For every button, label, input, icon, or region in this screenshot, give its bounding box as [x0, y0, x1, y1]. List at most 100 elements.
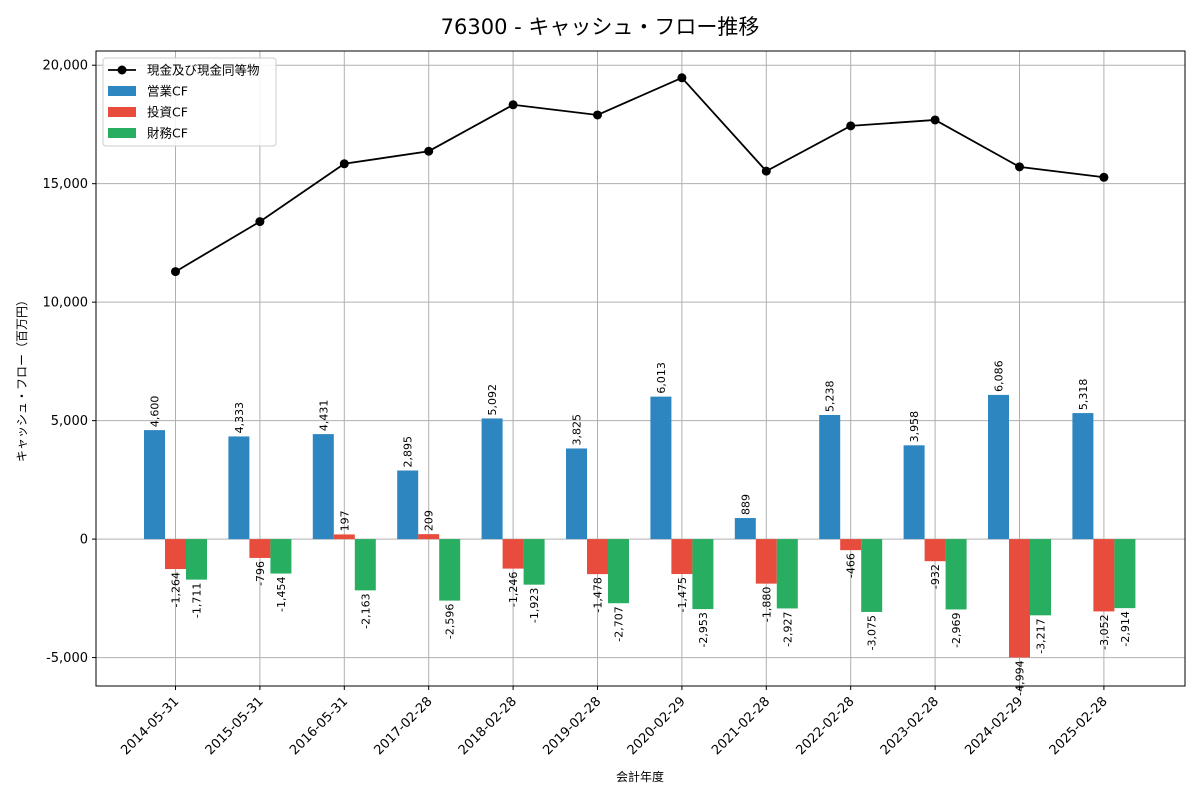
y-tick-label: 20,000 — [43, 59, 89, 74]
x-tick-label: 2017-02-28 — [371, 694, 435, 758]
bar — [249, 539, 271, 558]
bar — [734, 518, 756, 540]
bar-value-label: -3,075 — [866, 615, 879, 650]
y-tick-label: 0 — [80, 533, 88, 548]
bar — [165, 539, 186, 570]
bar — [903, 445, 925, 540]
x-tick-label: 2019-02-28 — [540, 694, 604, 758]
bar — [1072, 413, 1094, 540]
legend-box — [102, 57, 277, 147]
bar — [587, 539, 608, 575]
bar-value-label: -1,478 — [592, 577, 605, 612]
bar-value-label: -1,923 — [528, 588, 541, 623]
x-axis-label: 会計年度 — [616, 769, 664, 784]
bar-value-label: -466 — [845, 553, 858, 578]
bar — [186, 539, 207, 580]
bar — [1009, 539, 1030, 658]
bar-value-label: -2,914 — [1119, 611, 1132, 646]
cash-line-point — [171, 267, 180, 277]
bar — [840, 539, 862, 551]
bar — [144, 430, 165, 540]
y-tick-label: 5,000 — [51, 414, 88, 429]
x-tick-label: 2021-02-28 — [709, 694, 773, 758]
legend-label: 投資CF — [147, 105, 188, 120]
bar-value-label: 4,600 — [149, 396, 162, 428]
bar-value-label: 889 — [739, 494, 752, 515]
bar — [988, 394, 1009, 540]
bar-value-label: 5,238 — [824, 380, 837, 412]
bar — [1030, 539, 1051, 616]
x-tick-label: 2024-02-29 — [962, 694, 1026, 758]
x-tick-label: 2022-02-28 — [793, 694, 857, 758]
line-layer — [171, 73, 1109, 277]
bar — [333, 534, 355, 540]
x-tick-label: 2018-02-28 — [456, 694, 520, 758]
bar-value-label: -2,953 — [697, 612, 710, 647]
x-tick-label: 2015-05-31 — [203, 694, 267, 758]
cash-line-point — [1099, 172, 1109, 182]
bar — [671, 539, 693, 575]
cash-line-point — [424, 146, 434, 156]
cash-line-point — [339, 159, 349, 169]
legend-marker — [117, 65, 127, 75]
bar — [945, 539, 967, 610]
cash-line-point — [761, 166, 771, 176]
bar — [608, 539, 629, 604]
bar-value-label: 3,958 — [908, 411, 921, 443]
cash-line-point — [508, 100, 518, 110]
plot-frame — [95, 50, 1186, 687]
cash-line-point — [677, 73, 687, 83]
bar-labels-layer: 4,600 4,333 4,431 2,895 5,092 3,825 6,013 889 5,… — [149, 360, 1132, 695]
bar-value-label: -2,596 — [444, 604, 457, 639]
legend-label: 営業CF — [147, 84, 188, 99]
bar-value-label: -2,927 — [781, 611, 794, 646]
legend-label: 現金及び現金同等物 — [147, 63, 260, 78]
bar — [397, 470, 419, 540]
cash-line-point — [846, 121, 856, 131]
bar-value-label: 3,825 — [571, 414, 584, 446]
bar-value-label: 6,013 — [655, 362, 668, 394]
chart-title: 76300 - キャッシュ・フロー推移 — [441, 15, 760, 39]
bar-value-label: -2,707 — [613, 606, 626, 641]
bar — [523, 539, 545, 585]
bar — [566, 448, 587, 540]
bar-value-label: 5,092 — [486, 384, 499, 416]
bar-value-label: -1,264 — [170, 572, 183, 607]
y-tick-label: 10,000 — [43, 296, 89, 311]
bar-value-label: -4,994 — [1014, 660, 1027, 695]
bar — [502, 539, 524, 569]
bar — [312, 434, 334, 540]
bar-value-label: -796 — [254, 561, 267, 586]
x-tick-label: 2014-05-31 — [118, 694, 182, 758]
cash-line-point — [255, 217, 265, 227]
cash-line-point — [930, 115, 940, 125]
bar-value-label: -1,246 — [507, 572, 520, 607]
bar — [228, 436, 250, 540]
legend-bar-swatch — [108, 107, 136, 117]
x-tick-label: 2020-02-29 — [625, 694, 689, 758]
x-tick-label: 2016-05-31 — [287, 694, 351, 758]
bar-value-label: -1,711 — [191, 583, 204, 618]
bar-value-label: 6,086 — [993, 360, 1006, 392]
legend-label: 財務CF — [147, 126, 188, 141]
y-tick-label: 15,000 — [43, 177, 89, 192]
bar — [924, 539, 946, 562]
x-tick-label: 2025-02-28 — [1047, 694, 1111, 758]
bar-value-label: 4,431 — [317, 400, 330, 432]
legend-bar-swatch — [108, 86, 136, 96]
bar-value-label: 4,333 — [233, 402, 246, 434]
bar-value-label: 2,895 — [402, 436, 415, 468]
bars-layer — [144, 394, 1136, 658]
bar — [776, 539, 798, 609]
bar-value-label: -3,052 — [1098, 614, 1111, 649]
bar — [1114, 539, 1136, 609]
bar-value-label: -1,475 — [676, 577, 689, 612]
y-tick-label: -5,000 — [46, 651, 88, 666]
bar-value-label: -3,217 — [1035, 618, 1048, 653]
bar — [861, 539, 883, 612]
legend-bar-swatch — [108, 128, 136, 138]
bar-value-label: -2,163 — [359, 593, 372, 628]
